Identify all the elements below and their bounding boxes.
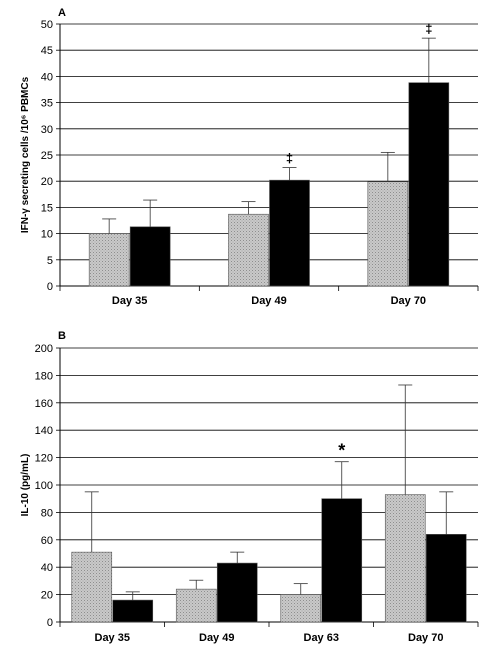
chart-panel-a: A 0 5 10 15 20 25 30 35 40 45 50 IFN-γ secreting cel… [20, 7, 479, 307]
y-tick-label: 40 [41, 71, 53, 83]
bar [367, 181, 409, 287]
y-tick-label: 60 [41, 535, 53, 547]
y-tick-label: 200 [35, 343, 53, 355]
y-tick-label: 80 [41, 507, 53, 519]
panel-label: A [58, 7, 66, 19]
x-tick-label: Day 49 [251, 295, 286, 307]
bar [175, 588, 217, 623]
y-tick-label: 180 [35, 370, 53, 382]
bar [88, 233, 130, 287]
significance-marker: ‡ [286, 151, 293, 166]
panel-label: B [58, 330, 66, 342]
x-tick-label: Day 35 [95, 632, 130, 644]
y-axis-label: IL-10 (pg/mL) [20, 454, 31, 517]
y-tick-label: 120 [35, 453, 53, 465]
bar [408, 82, 450, 287]
x-tick-label: Day 70 [408, 632, 443, 644]
y-tick-label: 160 [35, 398, 53, 410]
bar [425, 534, 467, 623]
y-tick-label: 20 [41, 590, 53, 602]
x-tick-label: Day 70 [391, 295, 426, 307]
x-tick-label: Day 63 [304, 632, 339, 644]
bar [216, 562, 258, 623]
y-tick-label: 25 [41, 150, 53, 162]
bar [112, 599, 154, 623]
y-tick-label: 45 [41, 45, 53, 57]
bar [321, 498, 363, 623]
y-tick-label: 0 [47, 617, 53, 629]
y-tick-label: 50 [41, 19, 53, 31]
y-tick-label: 30 [41, 124, 53, 136]
bar [71, 551, 113, 623]
bar [228, 213, 269, 287]
y-tick-label: 100 [35, 480, 53, 492]
y-tick-label: 10 [41, 229, 53, 241]
bar [384, 494, 426, 623]
x-tick-label: Day 49 [199, 632, 234, 644]
y-axis-label: IFN-γ secreting cells /10⁶ PBMCs [20, 76, 31, 233]
bar [269, 179, 310, 287]
significance-marker: * [338, 441, 345, 461]
y-tick-label: 5 [47, 255, 53, 267]
y-tick-label: 35 [41, 98, 53, 110]
y-tick-label: 20 [41, 176, 53, 188]
significance-marker: ‡ [425, 21, 432, 36]
y-tick-label: 40 [41, 562, 53, 574]
chart-panel-b: B 0 20 40 60 80 100 120 140 160 180 200 IL-10 (pg/mL… [20, 330, 479, 644]
y-tick-label: 140 [35, 425, 53, 437]
y-tick-label: 0 [47, 281, 53, 293]
y-tick-label: 15 [41, 202, 53, 214]
bar [129, 226, 171, 287]
bar [280, 594, 322, 623]
x-tick-label: Day 35 [112, 295, 147, 307]
